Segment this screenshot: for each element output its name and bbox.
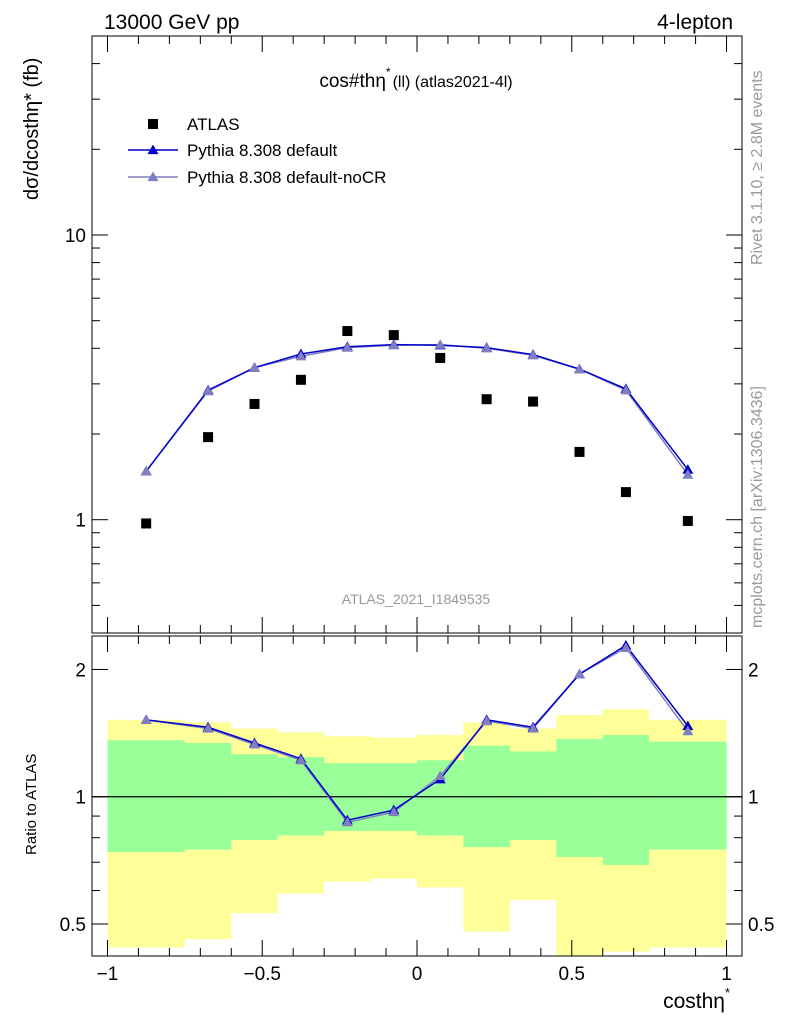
uncertainty-band-inner: [509, 751, 557, 841]
main-point-2: [249, 362, 260, 372]
ratio-panel: 0.5 0.5 1 1 2 2 −1 −0.5 0 0.5 1 Ratio to ATLAS cos…: [23, 635, 774, 1013]
x-tick-label: 0: [412, 964, 423, 985]
rivet-label: Rivet 3.1.10, ≥ 2.8M events: [749, 70, 766, 265]
main-y-axis-label: dσ/dcosthη* (fb): [21, 58, 43, 200]
ratio-point-2: [388, 806, 400, 817]
main-point-2: [140, 465, 152, 476]
data-point: [528, 396, 539, 407]
uncertainty-band-inner: [556, 738, 603, 858]
x-axis-label: costhη*: [663, 985, 730, 1013]
ratio-y-tick-label-left: 0.5: [60, 915, 86, 936]
ratio-point-1: [682, 720, 694, 731]
data-point: [249, 398, 260, 409]
x-axis-label-main: costhη: [663, 990, 725, 1013]
uncertainty-band-inner: [602, 734, 650, 865]
plot-title: cos#thη*(ll) (atlas2021-4l): [319, 65, 512, 92]
main-axis-ticks: 1 10: [65, 35, 742, 634]
data-point: [295, 374, 306, 385]
ratio-y-tick-label-right: 2: [748, 660, 759, 681]
main-point-2: [682, 469, 694, 479]
ratio-point-2: [527, 723, 539, 733]
ratio-point-2: [202, 723, 214, 733]
ratio-plot-area: [92, 639, 742, 956]
plot-title-rest: (ll) (atlas2021-4l): [393, 74, 513, 91]
legend-marker-2: [147, 171, 159, 182]
x-tick-label: −0.5: [243, 964, 281, 985]
ratio-point-2: [249, 738, 260, 749]
x-axis-label-sup: *: [725, 985, 730, 1000]
ratio-point-2: [295, 754, 307, 765]
ratio-point-2: [434, 770, 446, 781]
legend-marker-1: [147, 144, 159, 155]
data-point: [203, 432, 214, 443]
plot-title-sup: *: [386, 65, 391, 79]
ratio-y-axis-label: Ratio to ATLAS: [23, 754, 40, 855]
plot-title-main: cos#thη: [319, 71, 386, 92]
legend-label-1: Pythia 8.308 default: [187, 141, 338, 160]
source-label: mcplots.cern.ch [arXiv:1306.3436]: [749, 386, 766, 628]
x-tick-label: −1: [97, 964, 119, 985]
x-tick-label: 1: [721, 964, 732, 985]
ratio-series-line-1: [146, 644, 689, 822]
main-y-tick-label: 1: [75, 511, 86, 532]
x-tick-label: 0.5: [559, 964, 585, 985]
main-point-2: [295, 350, 307, 361]
header-right: 4-lepton: [657, 11, 733, 34]
main-panel: 1 10 ATLAS_2021_I1849535 cos#thη*(ll) (at…: [21, 35, 743, 634]
ratio-y-tick-label-right: 1: [748, 788, 759, 809]
analysis-watermark: ATLAS_2021_I1849535: [342, 591, 491, 607]
legend-label-0: ATLAS: [187, 115, 240, 134]
ratio-point-2: [574, 668, 585, 679]
data-point: [574, 446, 585, 457]
main-plot-area: [140, 326, 694, 529]
ratio-point-2: [481, 715, 493, 726]
uncertainty-band-inner: [649, 741, 727, 850]
ratio-axis-ticks: 0.5 0.5 1 1 2 2 −1 −0.5 0 0.5 1: [60, 636, 774, 985]
ratio-point-2: [341, 816, 353, 827]
main-point-2: [574, 363, 585, 374]
data-point: [435, 352, 446, 363]
ratio-point-2: [682, 725, 694, 736]
main-point-1: [682, 464, 694, 474]
main-point-2: [388, 339, 400, 350]
legend-label-2: Pythia 8.308 default-noCR: [187, 168, 386, 187]
ratio-y-tick-label-left: 1: [75, 788, 86, 809]
data-point: [481, 394, 492, 405]
main-series-line-2: [145, 343, 689, 476]
data-point: [620, 487, 631, 498]
data-point: [682, 515, 693, 526]
main-series-line-1: [145, 343, 689, 472]
ratio-point-2: [140, 714, 152, 724]
main-point-2: [434, 339, 446, 349]
data-point: [342, 326, 353, 337]
legend: ATLAS Pythia 8.308 default Pythia 8.308 de…: [128, 115, 386, 187]
ratio-y-tick-label-right: 0.5: [748, 915, 774, 936]
main-point-2: [202, 385, 214, 396]
main-point-2: [620, 384, 632, 395]
data-point: [141, 518, 152, 529]
header-left: 13000 GeV pp: [104, 11, 239, 34]
ratio-point-2: [620, 642, 632, 652]
main-y-tick-label: 10: [65, 226, 86, 247]
data-point: [388, 330, 399, 341]
ratio-y-tick-label-left: 2: [75, 660, 86, 681]
main-point-2: [527, 349, 539, 360]
main-point-2: [341, 342, 353, 352]
main-point-2: [481, 342, 493, 353]
legend-marker-atlas: [148, 119, 158, 129]
